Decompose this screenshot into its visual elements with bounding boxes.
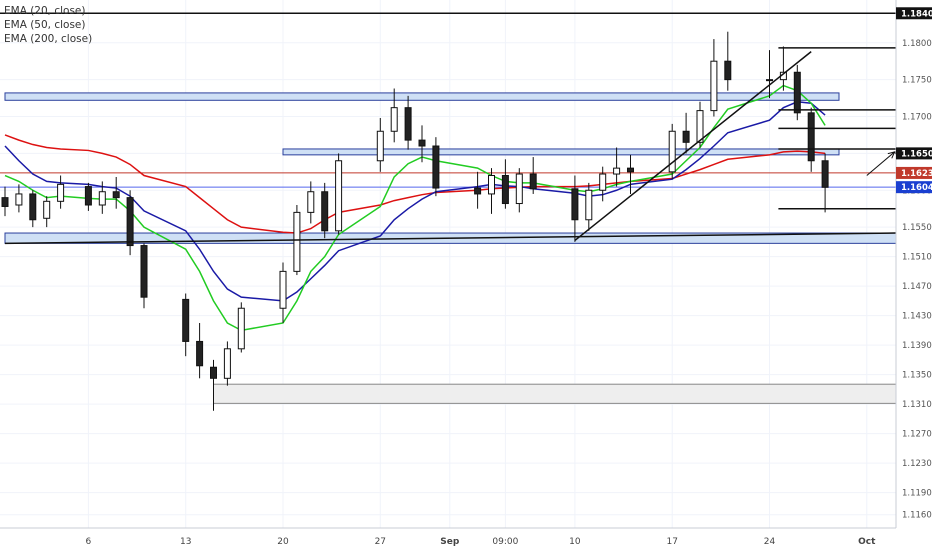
candle-body <box>390 107 398 132</box>
candle-body <box>766 79 773 82</box>
trendline <box>4 232 897 245</box>
price-tick-label: 1.15500 <box>902 223 932 233</box>
legend-ema200[interactable]: EMA (200, close) <box>4 33 93 45</box>
price-tick-label: 1.14700 <box>902 282 932 292</box>
candle-body <box>585 189 593 221</box>
time-tick-label: 09:00 <box>492 537 518 547</box>
time-tick-label: 20 <box>277 537 289 547</box>
candle-body <box>307 191 315 213</box>
legend-ema50[interactable]: EMA (50, close) <box>4 19 86 31</box>
candle-body <box>210 366 217 379</box>
price-tick-label: 1.14300 <box>902 312 932 322</box>
price-badge <box>896 181 932 194</box>
candle-body <box>98 191 106 206</box>
price-tick-label: 1.13500 <box>902 371 932 381</box>
time-tick-label: 17 <box>666 537 677 547</box>
candle-body <box>182 298 190 342</box>
candle-body <box>696 110 704 143</box>
price-tick-label: 1.18000 <box>902 39 932 49</box>
price-badge-label: 1.16500 <box>901 149 932 159</box>
candle-body <box>279 270 287 309</box>
zone-rect <box>4 92 840 101</box>
candle-body <box>613 167 621 175</box>
candle-body <box>335 160 343 232</box>
price-badge <box>896 147 932 160</box>
candle-body <box>418 139 426 147</box>
candle-body <box>126 197 134 247</box>
price-tick-label: 1.15100 <box>902 253 932 263</box>
time-tick-label: 27 <box>375 537 386 547</box>
candle-body <box>112 191 120 199</box>
candle-body <box>474 187 482 195</box>
trendline <box>574 51 812 241</box>
candle-body <box>376 130 384 162</box>
candle-body <box>237 307 245 350</box>
candle-body <box>793 71 801 114</box>
candle-body <box>57 183 65 202</box>
candle-body <box>627 167 634 173</box>
candle-body <box>293 211 301 272</box>
candle-body <box>668 130 676 173</box>
candle-body <box>84 186 92 206</box>
candle-body <box>223 348 231 379</box>
time-tick-label: Oct <box>858 537 876 547</box>
candle-body <box>724 60 732 81</box>
candle-body <box>29 193 37 221</box>
price-tick-label: 1.17000 <box>902 113 932 123</box>
ema50-line <box>4 100 826 302</box>
time-tick-label: 10 <box>569 537 581 547</box>
time-tick-label: 24 <box>764 537 776 547</box>
candle-body <box>710 60 718 112</box>
ema20-line <box>4 84 826 332</box>
candle-body <box>821 160 829 188</box>
time-tick-label: Sep <box>440 537 460 547</box>
price-tick-label: 1.11900 <box>902 489 932 499</box>
projection-arrow <box>866 151 895 176</box>
candle-body <box>501 175 509 205</box>
candle-body <box>15 193 23 206</box>
candle-body <box>321 191 329 232</box>
time-tick-label: 6 <box>86 537 92 547</box>
candle-body <box>488 175 495 195</box>
legend-ema20[interactable]: EMA (20, close) <box>4 5 86 17</box>
candle-body <box>807 112 815 162</box>
candle-body <box>599 173 607 191</box>
candle-body <box>432 145 440 189</box>
indicator-legend: EMA (20, close) EMA (50, close) EMA (200… <box>4 4 92 46</box>
time-tick-label: 13 <box>180 537 191 547</box>
candle-body <box>196 340 204 367</box>
price-badge-label: 1.16235 <box>901 169 932 179</box>
price-axis-bg <box>896 0 932 550</box>
price-badge-label: 1.16042 <box>901 183 932 193</box>
price-badge <box>896 7 932 20</box>
candle-body <box>43 200 51 219</box>
price-tick-label: 1.12700 <box>902 430 932 440</box>
candle-body <box>682 130 690 143</box>
candle-body <box>529 173 537 190</box>
candle-body <box>404 107 412 141</box>
candle-body <box>515 173 523 205</box>
zone-rect <box>282 148 840 156</box>
price-tick-label: 1.13100 <box>902 400 932 410</box>
candle-body <box>140 245 148 298</box>
candle-body <box>1 197 9 207</box>
zone-rect <box>213 383 897 404</box>
price-tick-label: 1.17500 <box>902 76 932 86</box>
price-tick-label: 1.11600 <box>902 511 932 521</box>
price-tick-label: 1.12300 <box>902 459 932 469</box>
candle-body <box>571 188 579 221</box>
ema200-line <box>4 134 826 234</box>
price-tick-label: 1.13900 <box>902 341 932 351</box>
price-badge <box>896 166 932 179</box>
price-badge-label: 1.18400 <box>901 9 932 19</box>
